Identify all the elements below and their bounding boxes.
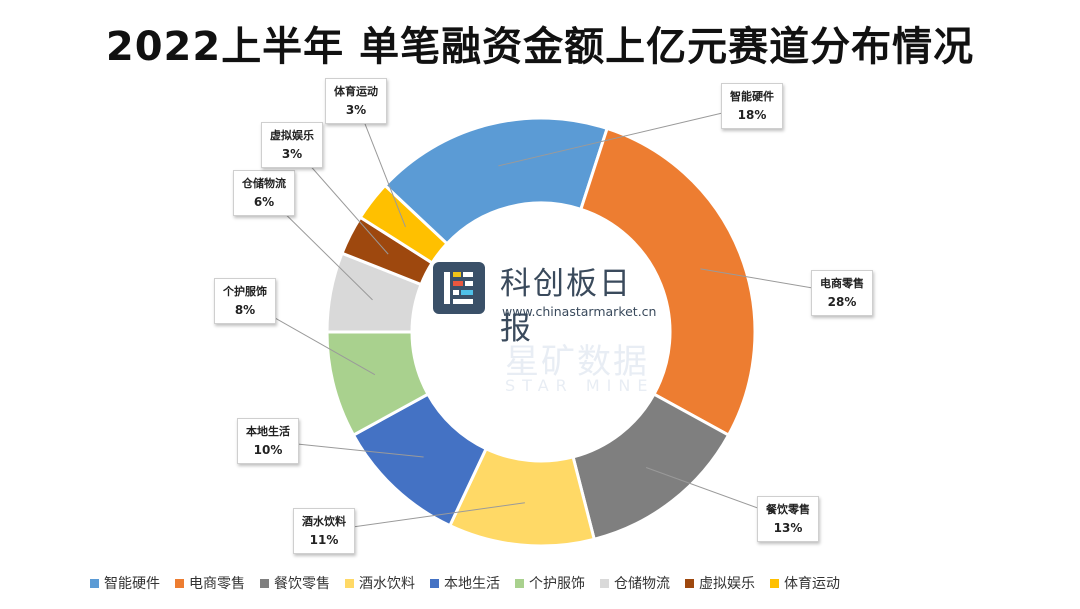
data-label-value: 8% (234, 303, 256, 317)
data-label-value: 18% (737, 108, 767, 122)
leader-line-1 (498, 105, 753, 167)
data-label-7: 仓储物流 6% (233, 170, 295, 216)
data-label-value: 6% (253, 195, 275, 209)
legend-item-6: 个护服饰 (515, 573, 585, 593)
data-label-4: 酒水饮料 11% (293, 508, 355, 554)
legend-item-9: 体育运动 (770, 573, 840, 593)
data-label-name: 餐饮零售 (766, 503, 810, 516)
legend-swatch (770, 578, 779, 588)
data-label-value: 11% (309, 533, 339, 547)
legend-label: 本地生活 (444, 576, 500, 592)
legend-swatch (175, 578, 184, 588)
legend-label: 个护服饰 (529, 576, 585, 592)
legend-item-7: 仓储物流 (600, 573, 670, 593)
data-label-5: 本地生活 10% (237, 418, 299, 464)
slice-2 (578, 126, 757, 438)
legend-item-4: 酒水饮料 (345, 573, 415, 593)
data-label-value: 28% (827, 295, 857, 309)
logo-url: www.chinastarmarket.cn (502, 304, 657, 319)
logo-mark-icon (433, 262, 485, 314)
data-label-name: 体育运动 (334, 85, 378, 98)
data-label-value: 3% (345, 103, 367, 117)
legend-label: 智能硬件 (104, 576, 160, 592)
legend-swatch (260, 578, 269, 588)
legend-label: 电商零售 (189, 576, 245, 592)
data-label-2: 电商零售 28% (811, 270, 873, 316)
data-label-name: 个护服饰 (223, 285, 267, 298)
slice-9 (358, 183, 450, 265)
legend-swatch (430, 578, 439, 588)
legend-label: 体育运动 (784, 576, 840, 592)
legend-item-2: 电商零售 (175, 573, 245, 593)
legend-swatch (515, 578, 524, 588)
data-label-1: 智能硬件 18% (721, 83, 783, 129)
legend-swatch (90, 578, 99, 588)
data-label-name: 本地生活 (246, 425, 290, 438)
data-label-name: 酒水饮料 (302, 515, 346, 528)
legend-item-1: 智能硬件 (90, 573, 160, 593)
legend-label: 仓储物流 (614, 576, 670, 592)
chart-title: 2022上半年 单笔融资金额上亿元赛道分布情况 (105, 24, 975, 70)
data-label-name: 电商零售 (820, 277, 864, 290)
watermark-name: 星矿数据 (505, 342, 649, 382)
legend-item-8: 虚拟娱乐 (685, 573, 755, 593)
data-label-8: 虚拟娱乐 3% (261, 122, 323, 168)
legend-label: 虚拟娱乐 (699, 576, 755, 592)
data-label-value: 10% (253, 443, 283, 457)
data-label-3: 餐饮零售 13% (757, 496, 819, 542)
chart-legend: 智能硬件 电商零售 餐饮零售 酒水饮料 本地生活 个护服饰 仓储物流 虚拟娱乐 体育运动 (90, 573, 855, 593)
legend-label: 酒水饮料 (359, 576, 415, 592)
legend-item-3: 餐饮零售 (260, 573, 330, 593)
data-label-value: 13% (773, 521, 803, 535)
data-label-value: 3% (281, 147, 303, 161)
data-label-name: 仓储物流 (242, 177, 286, 190)
legend-swatch (600, 578, 609, 588)
legend-item-5: 本地生活 (430, 573, 500, 593)
data-label-6: 个护服饰 8% (214, 278, 276, 324)
logo: 科创板日报 www.chinastarmarket.cn (430, 256, 662, 347)
logo-name: 科创板日报 (500, 266, 632, 347)
legend-label: 餐饮零售 (274, 576, 330, 592)
data-label-name: 虚拟娱乐 (270, 129, 314, 142)
legend-swatch (685, 578, 694, 588)
legend-swatch (345, 578, 354, 588)
leader-line-4 (323, 502, 525, 532)
data-label-name: 智能硬件 (730, 90, 774, 103)
watermark-en: STAR MINE (505, 376, 655, 395)
data-label-9: 体育运动 3% (325, 78, 387, 124)
